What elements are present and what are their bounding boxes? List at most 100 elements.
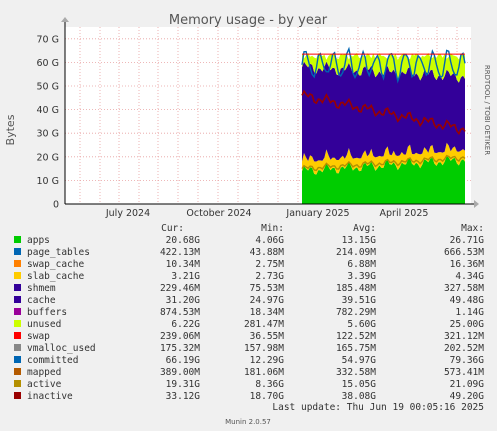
legend-label: committed xyxy=(27,355,78,366)
legend-avg: 214.09M xyxy=(336,247,376,258)
legend-max: 16.36M xyxy=(450,259,485,270)
legend-min: 281.47M xyxy=(244,319,284,330)
x-axis-arrow xyxy=(474,200,479,208)
legend-avg: 38.08G xyxy=(342,391,377,402)
legend-cur: 66.19G xyxy=(166,355,201,366)
x-tick-label: October 2024 xyxy=(186,208,251,219)
legend-swatch xyxy=(14,272,21,279)
legend-cur: 10.34M xyxy=(166,259,201,270)
y-tick-label: 0 xyxy=(53,200,59,211)
legend-swatch xyxy=(14,356,21,363)
y-axis: 0 10 G 20 G 30 G 40 G 50 G 60 G 70 G xyxy=(37,34,59,210)
legend-label: mapped xyxy=(27,367,61,378)
legend-header-max: Max: xyxy=(461,223,484,234)
y-tick-label: 20 G xyxy=(37,152,59,163)
legend-avg: 122.52M xyxy=(336,331,376,342)
legend-cur: 175.32M xyxy=(160,343,200,354)
unused-area xyxy=(302,53,465,83)
legend-avg: 3.39G xyxy=(347,271,376,282)
legend-min: 75.53M xyxy=(250,283,285,294)
legend-cur: 239.06M xyxy=(160,331,200,342)
legend-cur: 31.20G xyxy=(166,295,201,306)
legend-swatch xyxy=(14,248,21,255)
inactive-line xyxy=(301,89,466,136)
x-tick-label: January 2025 xyxy=(285,208,349,219)
legend-min: 2.73G xyxy=(255,271,284,282)
legend-label: apps xyxy=(27,235,50,246)
rrdtool-credit: RRDTOOL / TOBI OETIKER xyxy=(483,65,491,155)
legend-label: vmalloc_used xyxy=(27,343,96,354)
legend-swatch xyxy=(14,344,21,351)
legend-max: 321.12M xyxy=(444,331,484,342)
last-update: Last update: Thu Jun 19 00:05:16 2025 xyxy=(272,402,484,413)
legend-label: unused xyxy=(27,319,61,330)
y-tick-label: 50 G xyxy=(37,82,59,93)
legend-cur: 20.68G xyxy=(166,235,201,246)
y-tick-label: 10 G xyxy=(37,176,59,187)
legend-min: 18.70G xyxy=(250,391,285,402)
legend-label: slab_cache xyxy=(27,271,84,282)
legend-label: swap xyxy=(27,331,50,342)
legend-max: 666.53M xyxy=(444,247,484,258)
x-tick-label: April 2025 xyxy=(380,208,429,219)
legend: Cur: Min: Avg: Max: apps 20.68G 4.06G 13.15… xyxy=(14,223,484,402)
legend-min: 157.98M xyxy=(244,343,284,354)
y-axis-label: Bytes xyxy=(4,114,17,145)
apps-area xyxy=(302,156,465,204)
legend-max: 4.34G xyxy=(455,271,484,282)
legend-label: buffers xyxy=(27,307,67,318)
legend-swatch xyxy=(14,380,21,387)
legend-label: shmem xyxy=(27,283,56,294)
legend-swatch xyxy=(14,368,21,375)
legend-swatch xyxy=(14,320,21,327)
legend-max: 21.09G xyxy=(450,379,485,390)
legend-swatch xyxy=(14,284,21,291)
legend-max: 49.20G xyxy=(450,391,485,402)
legend-avg: 15.05G xyxy=(342,379,377,390)
legend-cur: 3.21G xyxy=(171,271,200,282)
slab-cache-area xyxy=(302,142,465,175)
legend-avg: 6.88M xyxy=(347,259,376,270)
legend-avg: 332.58M xyxy=(336,367,376,378)
legend-cur: 6.22G xyxy=(171,319,200,330)
chart-title: Memory usage - by year xyxy=(169,13,328,28)
y-axis-arrow xyxy=(61,17,69,22)
legend-label: inactive xyxy=(27,391,73,402)
legend-avg: 39.51G xyxy=(342,295,377,306)
legend-cur: 19.31G xyxy=(166,379,201,390)
legend-min: 181.06M xyxy=(244,367,284,378)
legend-label: active xyxy=(27,379,62,390)
legend-max: 26.71G xyxy=(450,235,485,246)
x-tick-label: July 2024 xyxy=(105,208,150,219)
legend-max: 79.36G xyxy=(450,355,485,366)
legend-max: 1.14G xyxy=(455,307,484,318)
y-tick-label: 60 G xyxy=(37,58,59,69)
legend-min: 12.29G xyxy=(250,355,285,366)
data-series xyxy=(301,46,466,204)
legend-swatch xyxy=(14,308,21,315)
legend-avg: 165.75M xyxy=(336,343,376,354)
legend-header-avg: Avg: xyxy=(353,223,376,234)
legend-label: cache xyxy=(27,295,56,306)
legend-max: 573.41M xyxy=(444,367,484,378)
legend-swatch xyxy=(14,332,21,339)
legend-swatch xyxy=(14,392,21,399)
legend-cur: 229.46M xyxy=(160,283,200,294)
legend-min: 36.55M xyxy=(250,331,285,342)
legend-swatch xyxy=(14,296,21,303)
legend-header-min: Min: xyxy=(261,223,284,234)
legend-swatch xyxy=(14,260,21,267)
legend-avg: 13.15G xyxy=(342,235,377,246)
legend-min: 4.06G xyxy=(255,235,284,246)
active-line xyxy=(301,154,466,172)
y-tick-label: 30 G xyxy=(37,129,59,140)
legend-avg: 185.48M xyxy=(336,283,376,294)
legend-avg: 5.60G xyxy=(347,319,376,330)
legend-min: 2.75M xyxy=(255,259,284,270)
legend-max: 327.58M xyxy=(444,283,484,294)
munin-version: Munin 2.0.57 xyxy=(225,418,271,426)
legend-min: 43.88M xyxy=(250,247,285,258)
legend-avg: 782.29M xyxy=(336,307,376,318)
legend-swatch xyxy=(14,236,21,243)
